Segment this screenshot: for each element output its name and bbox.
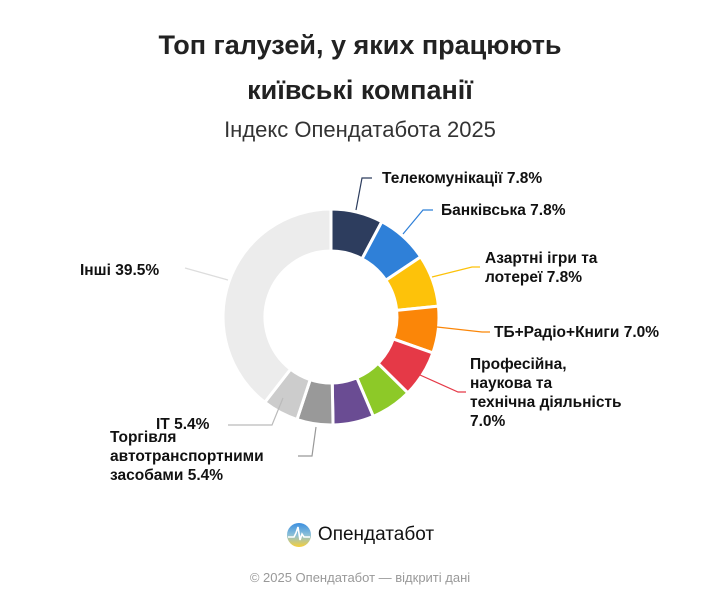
slice-label-line: Професійна, [470,356,567,373]
slice-label-line: засобами 5.4% [110,467,224,484]
slice-label-line: технічна діяльність [470,394,622,411]
slice-label-8: IT 5.4% [156,415,209,434]
chart-title-line1: Топ галузей, у яких працюють [158,30,562,60]
footer: © 2025 Опендатабот — відкриті дані [249,570,471,585]
leader-line-8 [228,397,284,426]
chart-title-line2: київські компанії [247,75,473,105]
leader-line-0 [355,177,372,211]
slice-label-line: Торгівля [110,429,177,446]
slice-label-line: наукова та [470,375,553,392]
slice-label-4: Професійна, наукова та технічна діяльність… [470,355,622,431]
leader-line-3 [436,326,490,333]
slice-label-line: лотереї 7.8% [485,269,583,286]
opendatabot-logo-icon [286,523,311,547]
slice-label-2: Азартні ігри та лотереї 7.8% [485,249,597,287]
slice-label-line: IT 5.4% [156,416,210,433]
slice-label-0: Телекомунікації 7.8% [382,169,542,188]
slice-label-line: автотранспортними [110,448,264,465]
slice-label-line: 7.0% [470,413,506,430]
slice-label-7: Торгівля автотранспортними засобами 5.4% [110,428,264,485]
leader-line-7 [298,426,317,457]
slice-label-line: Телекомунікації 7.8% [382,170,543,187]
slice-label-line: Азартні ігри та [485,250,598,267]
slice-label-3: ТБ+Радіо+Книги 7.0% [494,323,659,342]
leader-line-1 [402,209,433,235]
leader-line-4 [419,374,466,393]
slice-label-1: Банківська 7.8% [441,201,566,220]
donut-slice-9 [221,207,333,404]
brand-name: Опендатабот [317,524,435,545]
slice-label-line: Банківська 7.8% [441,202,566,219]
brand: Опендатабот [0,522,720,548]
leader-line-2 [431,266,480,278]
slice-label-line: ТБ+Радіо+Книги 7.0% [494,324,660,341]
slice-label-line: Інші 39.5% [80,262,160,279]
slice-label-9: Інші 39.5% [80,261,159,280]
chart-subtitle: Індекс Опендатабота 2025 [224,117,496,142]
leader-line-9 [184,267,229,281]
